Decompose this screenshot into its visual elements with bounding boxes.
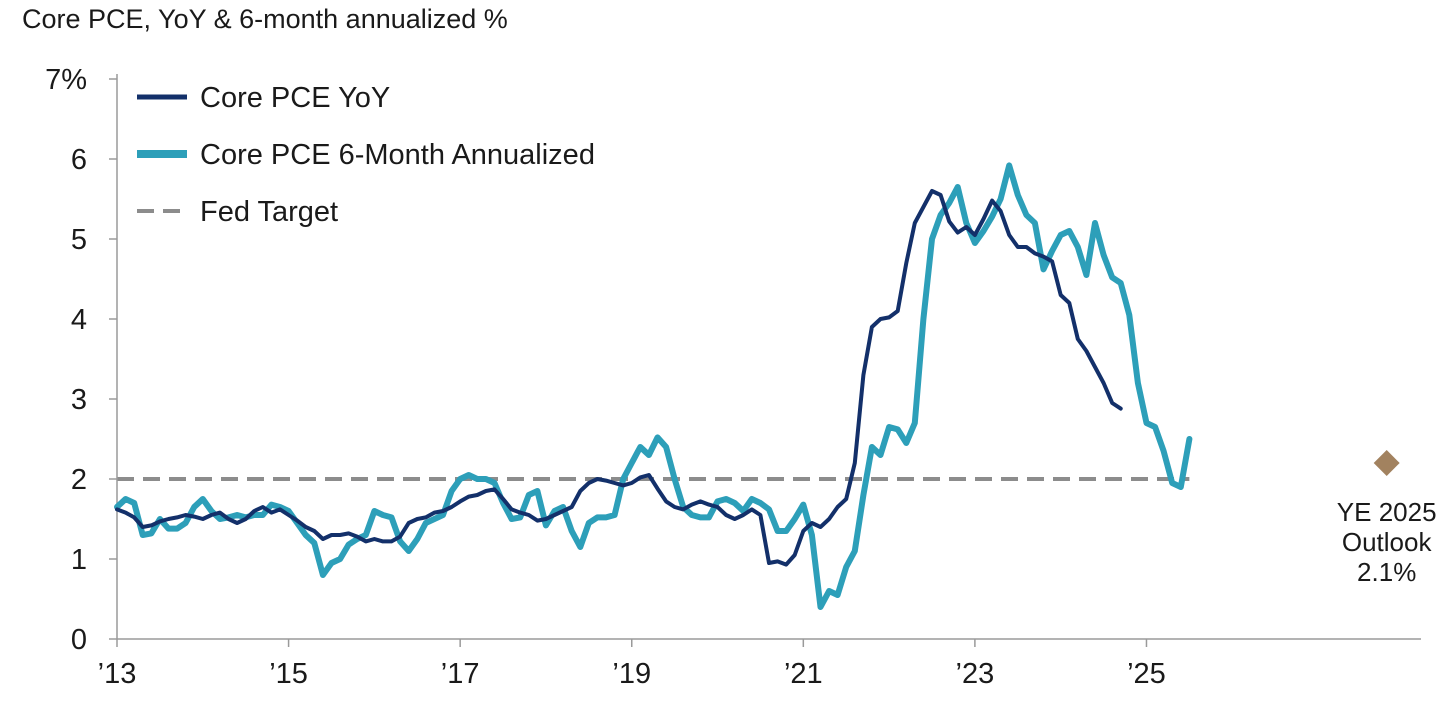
x-tick-label: ’17 [441, 658, 480, 690]
x-tick-label: ’21 [784, 658, 823, 690]
chart-title: Core PCE, YoY & 6-month annualized % [22, 4, 508, 34]
y-tick-label: 6 [71, 144, 87, 176]
legend-label: Core PCE YoY [200, 82, 390, 114]
y-tick-label: 3 [71, 384, 87, 416]
y-tick-label: 0 [71, 624, 87, 656]
x-tick-label: ’13 [98, 658, 137, 690]
y-tick-label: 1 [71, 544, 87, 576]
y-tick-label: 5 [71, 224, 87, 256]
axes: 0 1 2 3 4 5 6 7% ’13 ’15 ’17 ’19 ’21 ’23 ’25 [45, 64, 1421, 690]
legend-label: Core PCE 6-Month Annualized [200, 139, 595, 171]
x-tick-label: ’25 [1127, 658, 1166, 690]
legend: Core PCE YoY Core PCE 6-Month Annualized F… [137, 82, 595, 228]
x-tick-label: ’19 [612, 658, 651, 690]
outlook-label-line: Outlook [1342, 527, 1433, 557]
y-tick-label: 7% [45, 64, 87, 96]
core-pce-yoy-line [115, 189, 1123, 567]
outlook-label-line: YE 2025 [1337, 497, 1437, 527]
core-pce-6m-line [114, 162, 1193, 610]
x-tick-label: ’23 [956, 658, 995, 690]
y-tick-label: 4 [71, 304, 87, 336]
series-layer [114, 162, 1193, 610]
outlook-label-line: 2.1% [1357, 557, 1416, 587]
legend-label: Fed Target [200, 196, 338, 228]
x-tick-label: ’15 [269, 658, 308, 690]
y-tick-label: 2 [71, 464, 87, 496]
outlook-diamond [1373, 450, 1400, 476]
